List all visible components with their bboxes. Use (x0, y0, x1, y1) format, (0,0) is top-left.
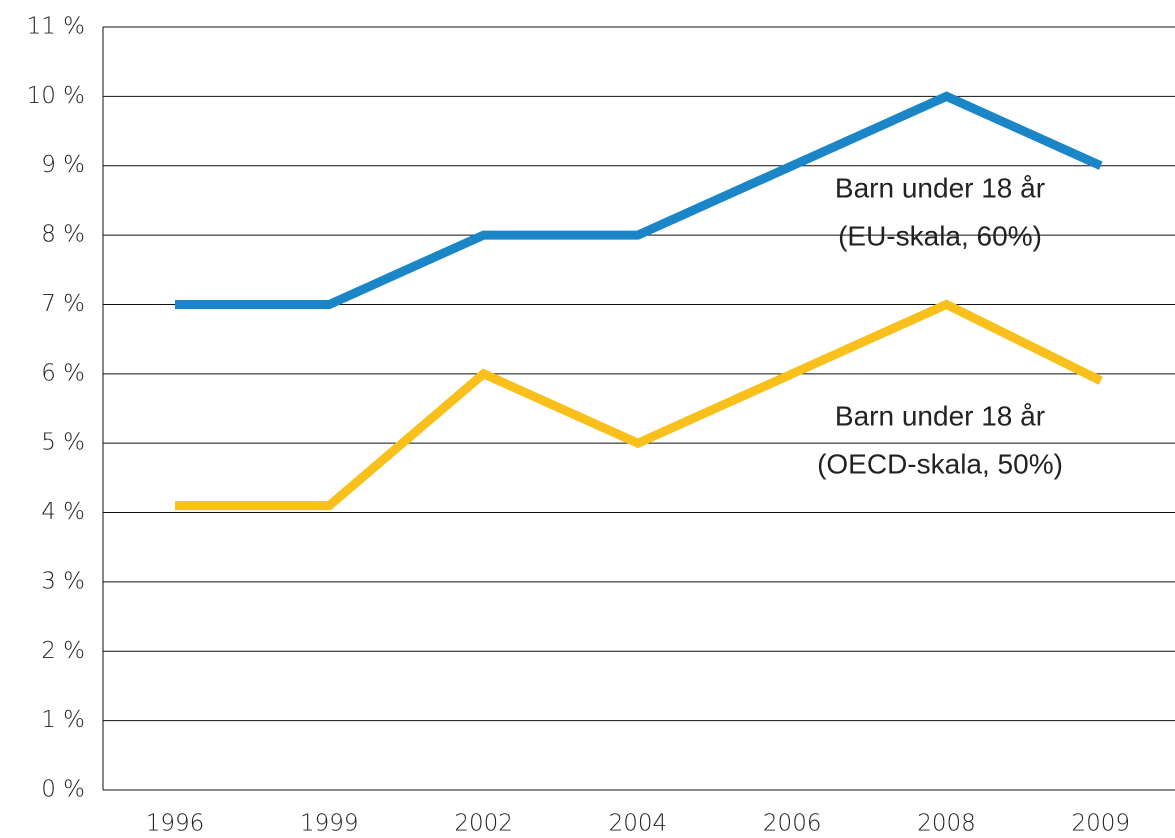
x-tick-label: 2002 (454, 811, 513, 837)
series-line (175, 91, 1103, 309)
y-tick-label: 5 % (41, 430, 85, 456)
annotation: Barn under 18 år (835, 172, 1045, 203)
x-tick-label: 2008 (917, 811, 976, 837)
series-line (175, 299, 1103, 511)
y-tick-label: 0 % (41, 777, 85, 803)
y-tick-label: 4 % (41, 499, 85, 525)
y-tick-label: 10 % (27, 83, 85, 109)
x-tick-label: 2009 (1072, 811, 1131, 837)
annotation: Barn under 18 år (835, 400, 1045, 431)
annotation: (EU-skala, 60%) (838, 220, 1042, 251)
y-tick-label: 7 % (41, 291, 85, 317)
annotation: (OECD-skala, 50%) (817, 448, 1063, 479)
x-tick-label: 2006 (763, 811, 822, 837)
y-tick-label: 8 % (41, 222, 85, 248)
y-tick-label: 1 % (41, 707, 85, 733)
y-tick-label: 9 % (41, 152, 85, 178)
x-tick-label: 1999 (300, 811, 359, 837)
x-tick-label: 2004 (609, 811, 668, 837)
y-tick-label: 6 % (41, 360, 85, 386)
y-tick-label: 11 % (27, 14, 85, 40)
y-tick-label: 2 % (41, 638, 85, 664)
x-tick-label: 1996 (146, 811, 205, 837)
y-tick-label: 3 % (41, 568, 85, 594)
